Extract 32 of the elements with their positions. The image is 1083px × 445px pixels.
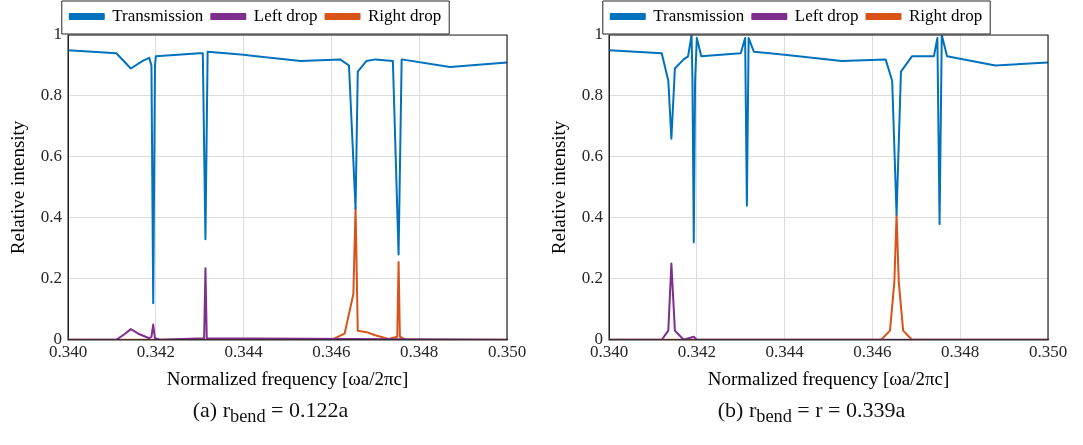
y-tick-label: 1 xyxy=(53,24,63,44)
text: (a) r$_{bend}$ = 0.122a xyxy=(192,397,349,428)
x-tick-label: 0.350 xyxy=(1028,342,1068,362)
x-tick-label: 0.348 xyxy=(941,342,980,362)
text: (b) r$_{bend}$ = r = 0.339a xyxy=(717,397,906,428)
y-tick-label: 0.2 xyxy=(581,268,604,288)
x-tick-label: 0.342 xyxy=(677,342,716,362)
x-tick-label: 0.348 xyxy=(400,342,439,362)
x-tick-label: 0.346 xyxy=(312,342,351,362)
x-tick-label: 0.344 xyxy=(765,342,805,362)
y-tick-label: 0.4 xyxy=(581,207,604,227)
y-axis-title: Relative intensity xyxy=(7,120,29,255)
y-tick-label: 1 xyxy=(594,24,604,44)
y-axis-title: Relative intensity xyxy=(548,120,570,255)
legend-label: Right drop xyxy=(909,5,983,25)
x-axis-title: Normalized frequency [ωa/2πc] xyxy=(707,367,950,389)
x-tick-label: 0.346 xyxy=(853,342,892,362)
x-tick-label: 0.342 xyxy=(136,342,175,362)
y-tick-label: 0.8 xyxy=(40,85,63,105)
y-tick-label: 0.2 xyxy=(40,268,63,288)
legend-label: Transmission xyxy=(112,5,204,25)
legend-label: Transmission xyxy=(653,5,745,25)
y-tick-label: 0.6 xyxy=(40,146,63,166)
legend-label: Right drop xyxy=(368,5,442,25)
y-tick-label: 0.4 xyxy=(40,207,63,227)
legend-label: Left drop xyxy=(794,5,859,25)
y-tick-label: 0.8 xyxy=(581,85,604,105)
x-axis-title: Normalized frequency [ωa/2πc] xyxy=(166,367,409,389)
y-tick-label: 0.6 xyxy=(581,146,604,166)
x-tick-label: 0.344 xyxy=(224,342,264,362)
x-tick-label: 0.350 xyxy=(487,342,527,362)
legend-label: Left drop xyxy=(253,5,318,25)
